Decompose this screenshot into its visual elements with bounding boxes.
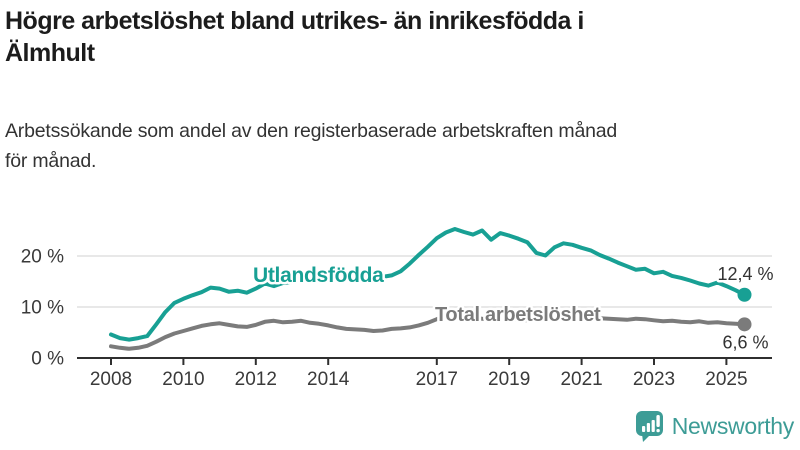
bar-chart-speech-bubble-icon — [635, 411, 663, 442]
chart-title-line-1: Högre arbetslöshet bland utrikes- än inr… — [5, 7, 584, 35]
chart-subtitle-line-2: för månad. — [5, 150, 97, 172]
series-label-total: Total arbetslöshet — [435, 304, 601, 326]
series-end-value-utlandsfodda: 12,4 % — [717, 264, 773, 284]
chart-title: Högre arbetslöshet bland utrikes- än inr… — [5, 5, 795, 69]
series-label-utlandsfodda: Utlandsfödda — [253, 264, 384, 287]
x-tick-label-2008: 2008 — [90, 369, 132, 390]
plot-area: 2008 2010 2012 2014 2017 2019 2021 2023 2025 0 % 1… — [21, 227, 776, 390]
series-line-total — [109, 312, 747, 351]
series-end-dot-utlandsfodda — [737, 287, 752, 302]
series-end-value-total: 6,6 % — [722, 332, 768, 352]
newsworthy-logo-text: Newsworthy — [671, 412, 795, 439]
x-tick-label-2025: 2025 — [705, 369, 747, 390]
series-line-utlandsfodda — [109, 227, 747, 342]
x-tick-label-2010: 2010 — [162, 369, 204, 390]
x-tick-label-2017: 2017 — [416, 369, 458, 390]
newsworthy-logo[interactable]: Newsworthy — [635, 410, 794, 442]
x-tick-label-2019: 2019 — [488, 369, 530, 390]
chart-subtitle-line-1: Arbetssökande som andel av den registerb… — [5, 120, 618, 142]
chart-subtitle: Arbetssökande som andel av den registerb… — [5, 116, 795, 176]
x-tick-label-2023: 2023 — [633, 369, 675, 390]
y-tick-label-0: 0 % — [31, 349, 64, 370]
y-tick-label-20: 20 % — [21, 247, 64, 268]
y-tick-label-10: 10 % — [21, 298, 64, 319]
x-tick-label-2021: 2021 — [560, 369, 602, 390]
series-end-dot-total — [737, 317, 752, 332]
x-tick-label-2014: 2014 — [307, 369, 350, 390]
x-tick-label-2012: 2012 — [235, 369, 277, 390]
chart-title-line-2: Älmhult — [5, 39, 95, 67]
